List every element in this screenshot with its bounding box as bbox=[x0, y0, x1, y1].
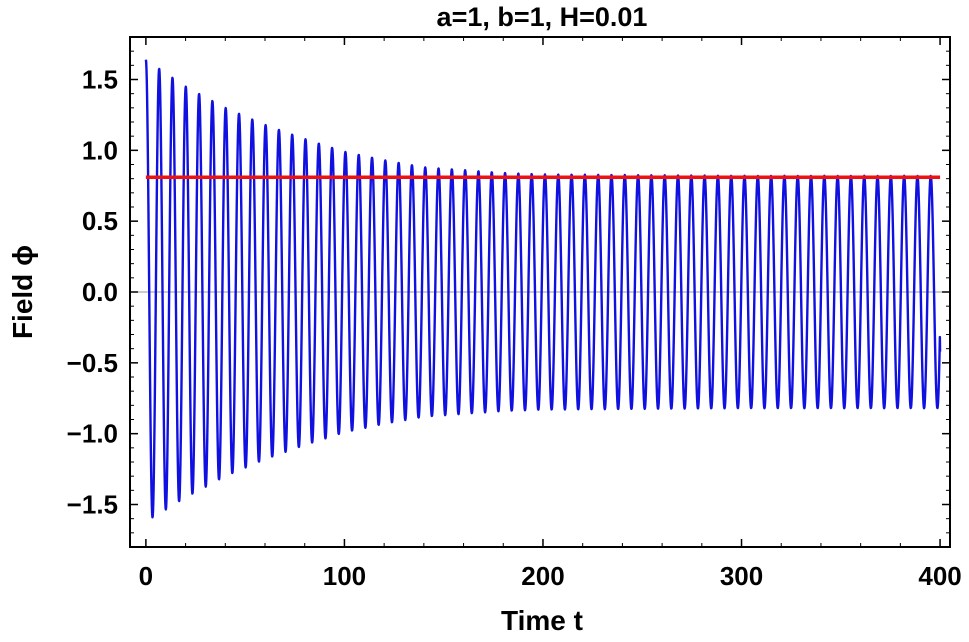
y-tick-label: −1.5 bbox=[67, 490, 118, 520]
axis-ticks: 0 100 200 300 400 1.5 1.0 0.5 0.0 −0.5 −1.0 −1.5 bbox=[67, 37, 962, 591]
x-tick-label: 300 bbox=[720, 561, 763, 591]
y-tick-label: −1.0 bbox=[67, 419, 118, 449]
x-tick-label: 100 bbox=[323, 561, 366, 591]
y-axis-title: Field ϕ bbox=[7, 245, 38, 339]
y-tick-label: 0.5 bbox=[82, 206, 118, 236]
plot-area bbox=[130, 59, 950, 519]
x-axis-title: Time t bbox=[501, 605, 583, 636]
y-tick-label: 1.5 bbox=[82, 65, 118, 95]
series-line-oscillation bbox=[144, 59, 942, 519]
y-tick-label: −0.5 bbox=[67, 348, 118, 378]
x-tick-label: 400 bbox=[918, 561, 961, 591]
y-tick-label: 1.0 bbox=[82, 135, 118, 165]
x-tick-label: 200 bbox=[521, 561, 564, 591]
x-tick-label: 0 bbox=[139, 561, 153, 591]
chart-title: a=1, b=1, H=0.01 bbox=[437, 2, 648, 32]
y-tick-label: 0.0 bbox=[82, 277, 118, 307]
